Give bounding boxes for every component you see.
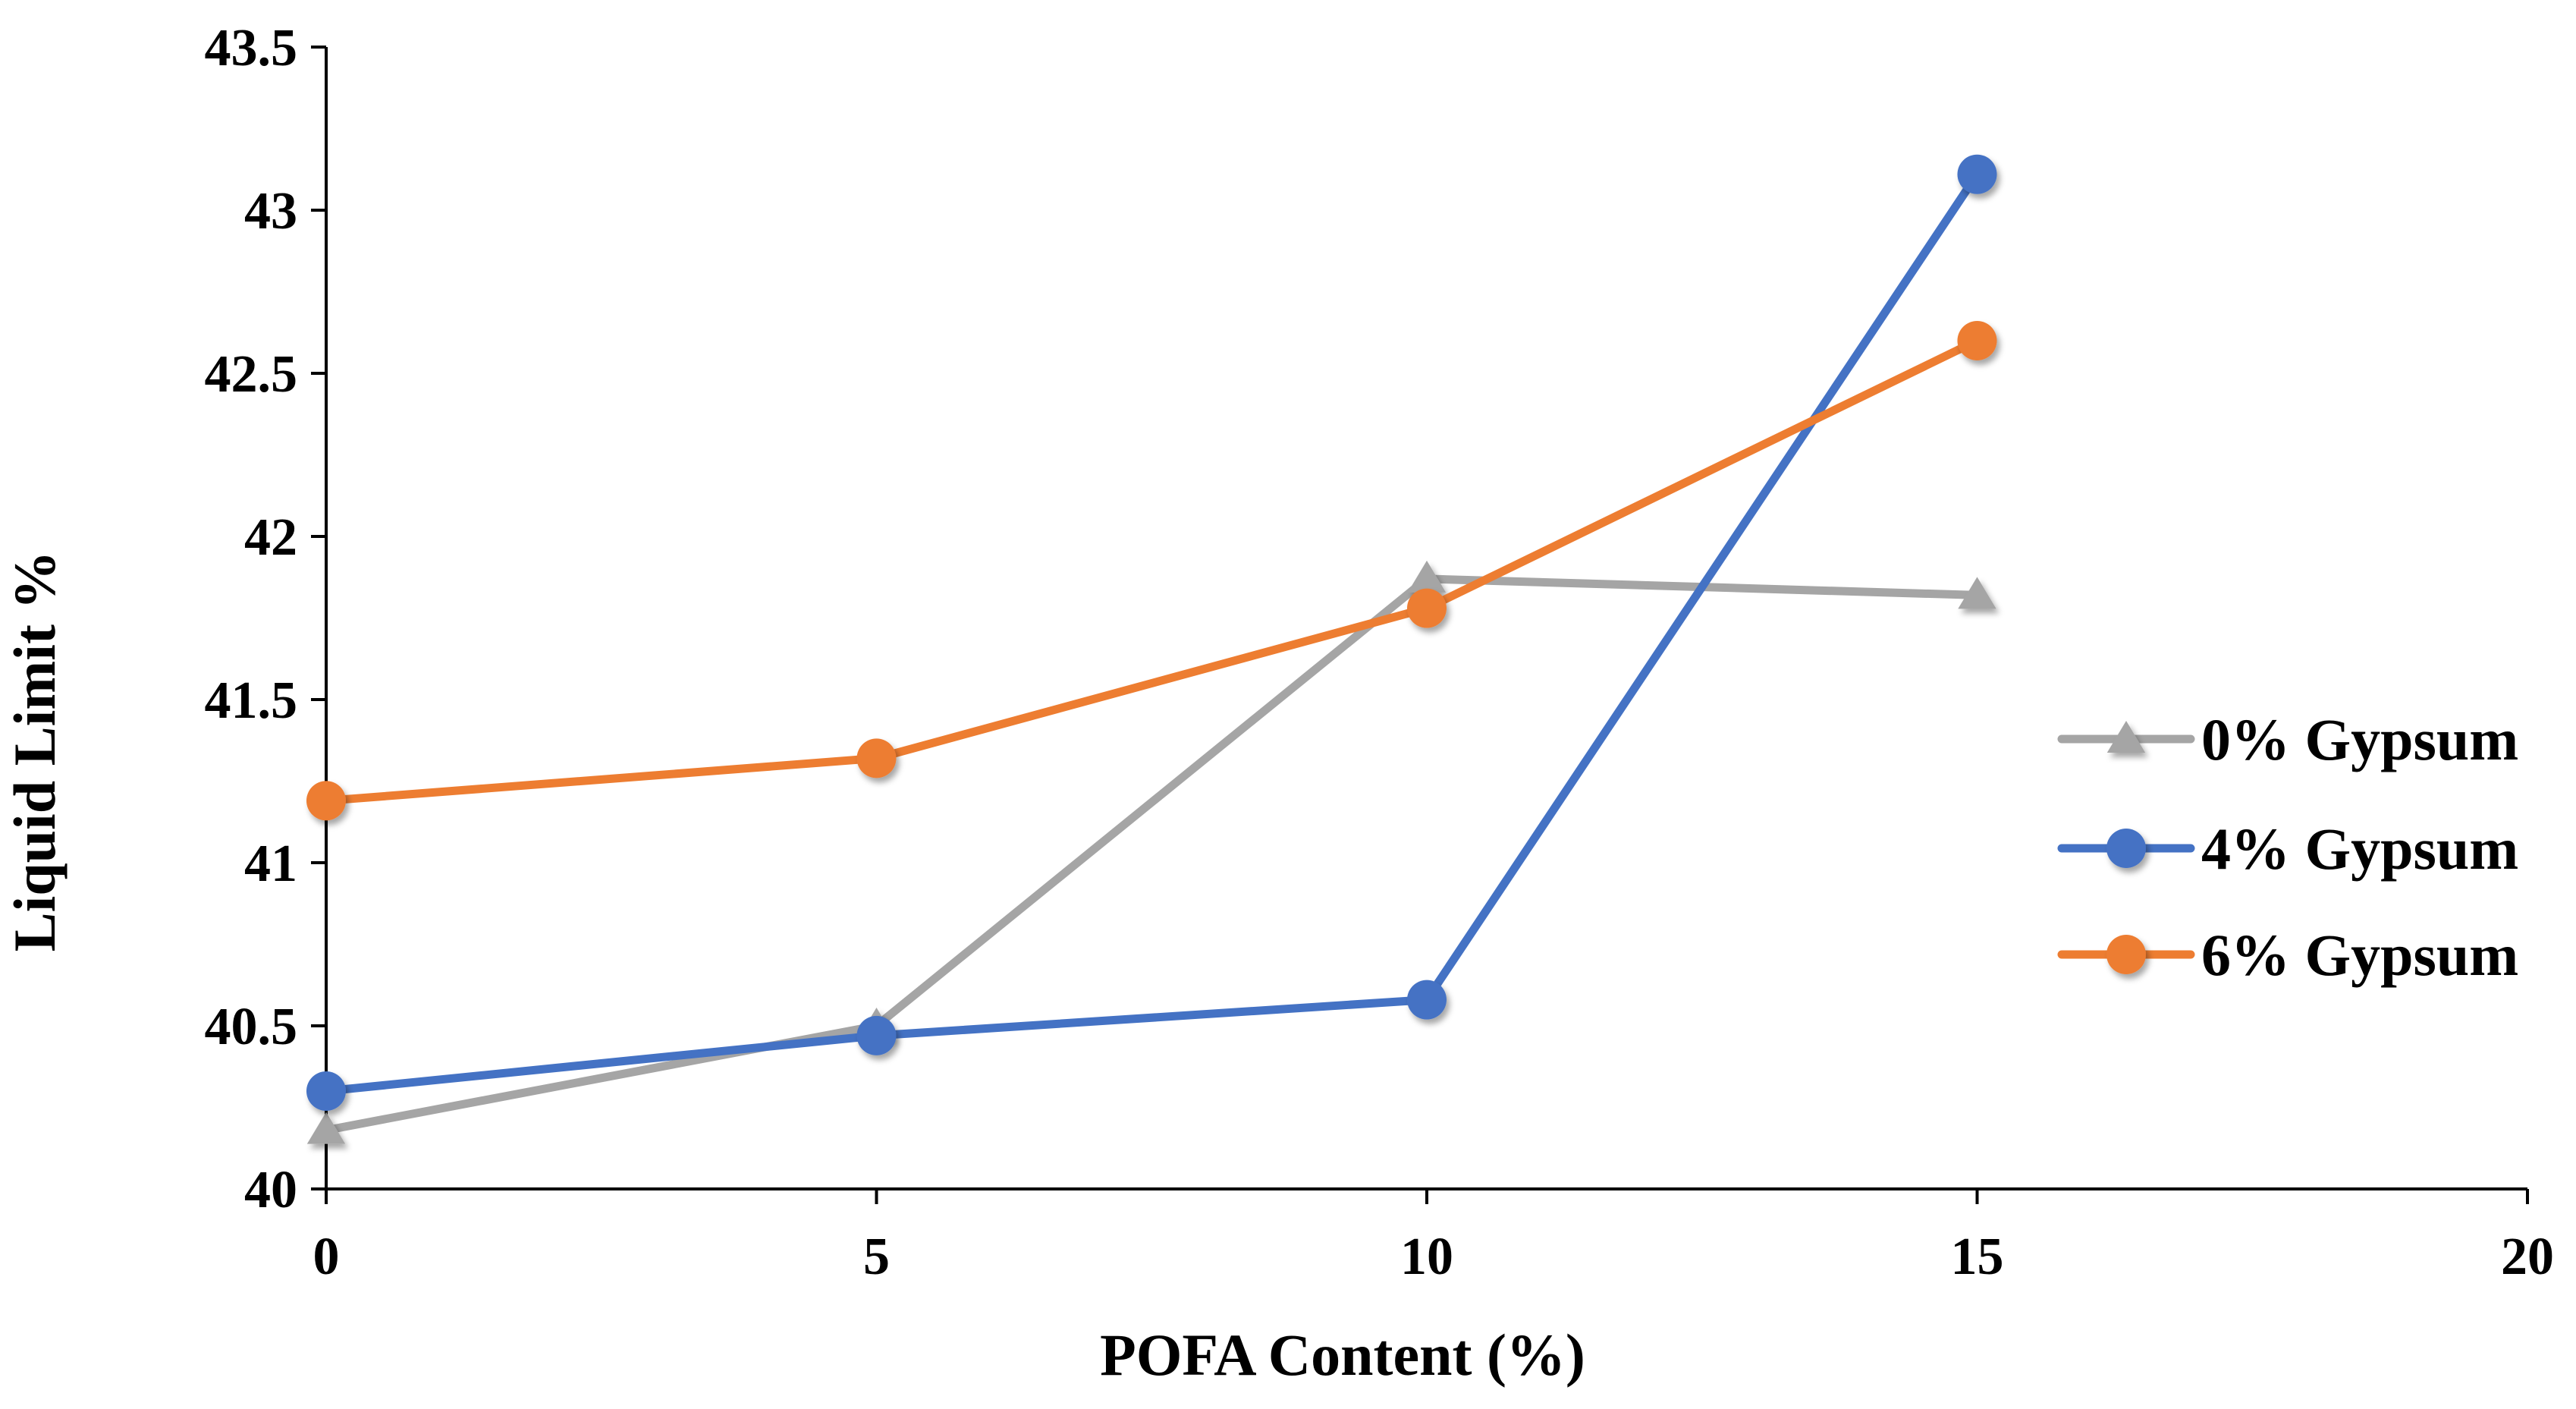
series-line-6pct-gypsum bbox=[322, 336, 1981, 805]
x-tick-label: 15 bbox=[1951, 1228, 2004, 1286]
data-point-6pct-gypsum bbox=[856, 738, 897, 778]
series-6pct-gypsum bbox=[306, 321, 1997, 821]
data-point-4pct-gypsum bbox=[856, 1015, 897, 1055]
legend-item-6pct-gypsum: 6% Gypsum bbox=[2057, 922, 2518, 988]
data-point-6pct-gypsum bbox=[1957, 321, 1997, 360]
legend-swatch-marker bbox=[2106, 829, 2146, 868]
legend-swatch-marker bbox=[2106, 935, 2146, 974]
series-group bbox=[306, 154, 1997, 1144]
x-tick-label: 0 bbox=[313, 1228, 340, 1286]
y-tick-label: 41 bbox=[244, 835, 297, 893]
series-line-0pct-gypsum bbox=[322, 574, 1981, 1135]
y-tick-label: 40.5 bbox=[205, 998, 298, 1056]
y-tick-label: 42 bbox=[244, 508, 297, 567]
data-point-4pct-gypsum bbox=[1407, 980, 1447, 1020]
data-point-0pct-gypsum bbox=[306, 1112, 346, 1144]
legend-swatch-marker bbox=[2106, 721, 2146, 753]
series-0pct-gypsum bbox=[306, 560, 1996, 1144]
x-tick-label: 20 bbox=[2501, 1228, 2554, 1286]
legend-item-4pct-gypsum: 4% Gypsum bbox=[2057, 816, 2518, 882]
legend-item-0pct-gypsum: 0% Gypsum bbox=[2057, 706, 2518, 772]
data-point-4pct-gypsum bbox=[1957, 154, 1997, 194]
y-tick-label: 43 bbox=[244, 182, 297, 241]
data-point-6pct-gypsum bbox=[306, 781, 346, 821]
data-point-4pct-gypsum bbox=[306, 1071, 346, 1111]
axes: 40 40.5 41 41.5 42 42.5 43 43.5 0 5 10 15 20 bbox=[205, 19, 2555, 1286]
x-tick-label: 5 bbox=[863, 1228, 890, 1286]
legend-label: 6% Gypsum bbox=[2201, 922, 2518, 988]
data-point-0pct-gypsum bbox=[1958, 577, 1996, 609]
data-point-0pct-gypsum bbox=[1407, 560, 1447, 593]
data-point-6pct-gypsum bbox=[1407, 588, 1447, 628]
y-tick-label: 41.5 bbox=[205, 671, 298, 730]
series-line-4pct-gypsum bbox=[322, 170, 1981, 1096]
series-4pct-gypsum bbox=[306, 154, 1997, 1111]
y-tick-label: 42.5 bbox=[205, 345, 298, 404]
legend: 0% Gypsum 4% Gypsum 6% Gypsum bbox=[2057, 706, 2518, 988]
x-tick-label: 10 bbox=[1400, 1228, 1453, 1286]
y-tick-label: 43.5 bbox=[205, 19, 298, 77]
x-axis-title: POFA Content (%) bbox=[1100, 1322, 1585, 1388]
legend-label: 0% Gypsum bbox=[2201, 706, 2518, 772]
legend-label: 4% Gypsum bbox=[2201, 816, 2518, 882]
y-axis-title: Liquid Limit % bbox=[2, 551, 68, 952]
y-tick-label: 40 bbox=[244, 1161, 297, 1219]
